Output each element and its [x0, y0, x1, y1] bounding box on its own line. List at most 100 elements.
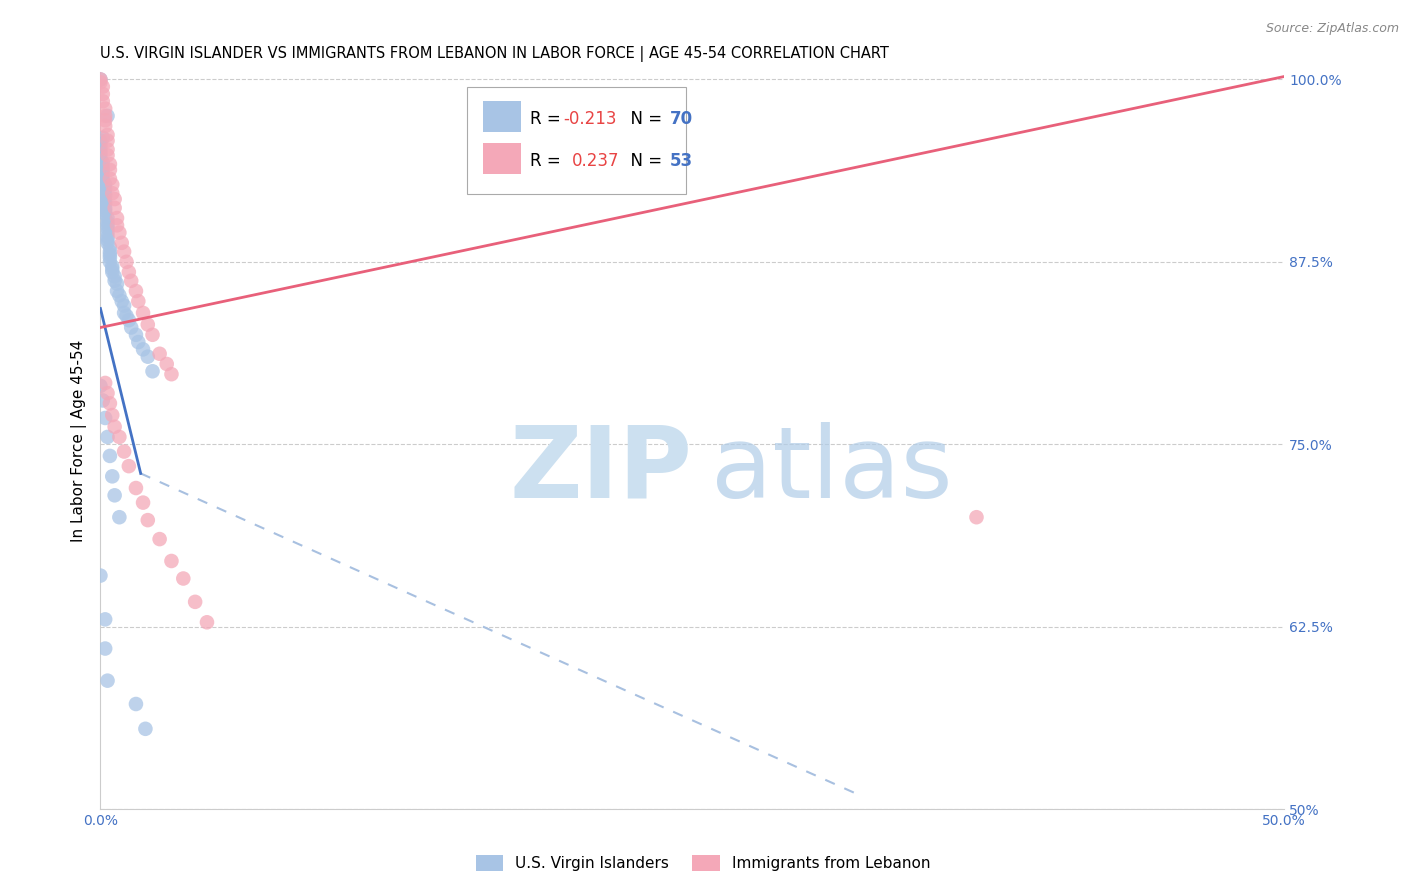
Point [105, 219, 128, 233]
Point [91, 393, 114, 408]
Point [104, 419, 127, 434]
Point [104, 192, 127, 206]
Point [104, 269, 127, 284]
Point [134, 722, 156, 736]
Point [160, 367, 183, 381]
Point [132, 306, 155, 320]
Point [94, 201, 117, 215]
Point [141, 364, 163, 378]
Y-axis label: In Labor Force | Age 45-54: In Labor Force | Age 45-54 [72, 340, 87, 541]
Point [89, 72, 111, 87]
Point [94, 186, 117, 201]
Text: ZIP: ZIP [509, 422, 692, 518]
Point [91, 175, 114, 189]
Text: N =: N = [620, 152, 668, 169]
Point [91, 162, 114, 177]
Point [112, 299, 135, 313]
FancyBboxPatch shape [482, 143, 520, 174]
Point [96, 128, 118, 142]
Point [91, 130, 114, 145]
Point [94, 109, 117, 123]
Point [108, 430, 131, 444]
Point [89, 72, 111, 87]
Legend: U.S. Virgin Islanders, Immigrants from Lebanon: U.S. Virgin Islanders, Immigrants from L… [470, 849, 936, 877]
Point [125, 697, 148, 711]
Point [96, 211, 118, 225]
Point [101, 408, 124, 422]
Point [96, 430, 118, 444]
Point [98, 171, 121, 186]
Point [96, 148, 118, 162]
Point [104, 274, 127, 288]
Point [132, 495, 155, 509]
Point [118, 265, 141, 279]
FancyBboxPatch shape [467, 87, 686, 194]
Point [105, 284, 128, 298]
Point [96, 230, 118, 244]
Point [98, 396, 121, 410]
Point [89, 379, 111, 393]
Point [101, 469, 124, 483]
Point [96, 221, 118, 235]
Point [94, 411, 117, 425]
Point [120, 274, 142, 288]
Point [115, 255, 138, 269]
Point [101, 178, 124, 192]
Point [94, 196, 117, 211]
Point [125, 327, 148, 342]
Point [966, 510, 988, 524]
Point [89, 138, 111, 153]
Point [104, 201, 127, 215]
Point [96, 226, 118, 240]
Point [101, 265, 124, 279]
Text: R =: R = [530, 110, 567, 128]
Point [96, 386, 118, 401]
Point [96, 134, 118, 148]
Point [141, 327, 163, 342]
Point [91, 171, 114, 186]
Point [108, 288, 131, 302]
Point [89, 568, 111, 582]
Point [111, 294, 134, 309]
Point [112, 444, 135, 458]
Point [98, 255, 121, 269]
Point [96, 233, 118, 247]
Point [94, 113, 117, 128]
Text: N =: N = [620, 110, 668, 128]
Text: 0.237: 0.237 [572, 152, 619, 169]
Point [94, 203, 117, 218]
Point [112, 306, 135, 320]
FancyBboxPatch shape [482, 101, 520, 132]
Point [120, 320, 142, 334]
Point [89, 145, 111, 160]
Point [91, 155, 114, 169]
Point [98, 162, 121, 177]
Text: -0.213: -0.213 [564, 110, 617, 128]
Point [195, 615, 218, 630]
Point [94, 178, 117, 192]
Point [101, 259, 124, 273]
Point [111, 235, 134, 250]
Point [94, 194, 117, 208]
Point [91, 95, 114, 109]
Point [96, 673, 118, 688]
Point [98, 247, 121, 261]
Point [89, 153, 111, 167]
Point [127, 294, 149, 309]
Point [91, 167, 114, 181]
Point [96, 215, 118, 229]
Point [96, 143, 118, 157]
Point [115, 309, 138, 323]
Point [98, 244, 121, 259]
Point [105, 211, 128, 225]
Point [96, 109, 118, 123]
Point [94, 189, 117, 203]
Point [108, 510, 131, 524]
Point [132, 343, 155, 357]
Point [91, 79, 114, 94]
Point [108, 226, 131, 240]
Point [94, 102, 117, 116]
Point [94, 207, 117, 221]
Point [89, 143, 111, 157]
Point [127, 335, 149, 350]
